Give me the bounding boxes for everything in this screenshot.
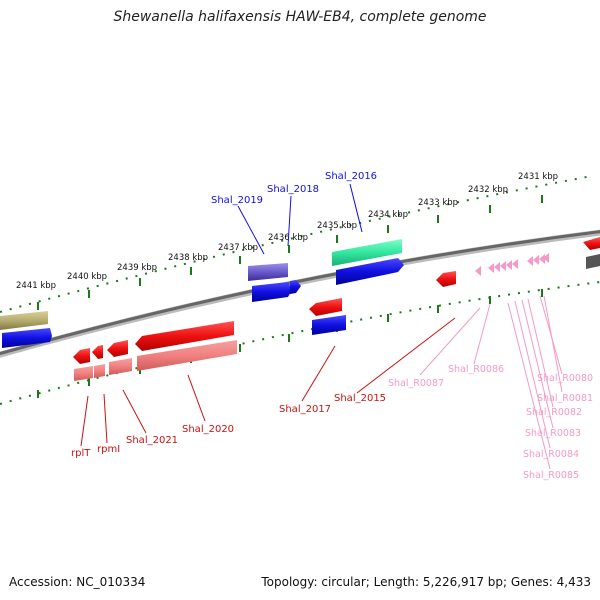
rna-r0081: [527, 256, 533, 266]
cds-shal-2020: [137, 340, 237, 371]
minus-labels: rplT rpmI Shal_2021 Shal_2020 Shal_2017 …: [71, 393, 386, 459]
scale-label-2440: 2440 kbp: [67, 272, 107, 282]
label-shal-2017: Shal_2017: [279, 404, 331, 415]
scale-label-2437: 2437 kbp: [218, 243, 258, 253]
major-ticks: [37, 195, 543, 310]
gene-shal-2020: [135, 321, 234, 351]
label-shal-2018: Shal_2018: [267, 184, 319, 195]
rna-r0084: [500, 261, 506, 271]
label-shal-2019: Shal_2019: [211, 195, 263, 206]
label-shal-r0082: Shal_R0082: [526, 407, 582, 418]
gene-shal-2021: [107, 340, 128, 357]
gene-shal-2019: [252, 282, 292, 302]
label-rplt: rplT: [71, 448, 91, 459]
label-shal-r0086: Shal_R0086: [448, 364, 504, 375]
genome-backbone: [0, 229, 600, 358]
accession-text: Accession: NC_010334: [9, 575, 146, 589]
label-shal-r0085: Shal_R0085: [523, 470, 579, 481]
label-shal-2020: Shal_2020: [182, 424, 234, 435]
gene-shal-2016: [336, 258, 404, 285]
plus-label-leaders: [237, 183, 363, 255]
gene-shal-2018: [290, 280, 301, 294]
scale-label-2438: 2438 kbp: [168, 253, 208, 263]
rna-r0080c: [543, 253, 549, 263]
rna-r0083: [506, 260, 512, 270]
label-shal-r0084: Shal_R0084: [523, 449, 579, 460]
gene-rpmi: [92, 345, 103, 359]
label-shal-2015: Shal_2015: [334, 393, 386, 404]
scale-label-2432: 2432 kbp: [468, 185, 508, 195]
rna-r0080a: [533, 255, 539, 265]
scale-label-2435: 2435 kbp: [317, 221, 357, 231]
gene-minus-right-edge: [583, 237, 600, 250]
figure-title: Shewanella halifaxensis HAW-EB4, complet…: [113, 9, 487, 25]
label-shal-r0083: Shal_R0083: [525, 428, 581, 439]
gene-plus-left: [2, 328, 52, 348]
rna-r0086: [488, 263, 494, 273]
feature-purple-2019: [248, 263, 288, 281]
minus-strand-features: [73, 271, 456, 381]
rna-r0085: [494, 262, 500, 272]
cds-shal-2017: [312, 315, 346, 335]
plus-strand-features: [0, 237, 600, 348]
scale-label-2439: 2439 kbp: [117, 263, 157, 273]
plus-labels: Shal_2019 Shal_2018 Shal_2016: [211, 171, 377, 206]
cds-shal-2021: [109, 358, 132, 375]
scale-label-2433: 2433 kbp: [418, 198, 458, 208]
cds-rpmi: [94, 364, 105, 378]
rna-features: [475, 253, 549, 276]
gene-shal-2017: [309, 298, 342, 316]
minus-label-leaders: [80, 317, 456, 447]
scale-label-2434: 2434 kbp: [368, 210, 408, 220]
topology-summary: Topology: circular; Length: 5,226,917 bp…: [261, 575, 591, 589]
label-shal-r0081: Shal_R0081: [537, 393, 593, 404]
rna-labels: Shal_R0087 Shal_R0086 Shal_R0080 Shal_R0…: [388, 364, 593, 481]
label-shal-r0087: Shal_R0087: [388, 378, 444, 389]
rna-r0082: [512, 259, 518, 269]
cds-rplt: [74, 366, 93, 381]
gene-shal-2015: [436, 271, 456, 287]
label-shal-2016: Shal_2016: [325, 171, 377, 182]
scale-label-2431: 2431 kbp: [518, 172, 558, 182]
rna-r0080b: [539, 254, 545, 264]
feature-teal-2016: [332, 239, 402, 266]
feature-dark-right-edge: [586, 254, 600, 269]
label-rpmi: rpmI: [97, 444, 120, 455]
rna-label-leaders: [419, 295, 563, 470]
scale-label-2441: 2441 kbp: [16, 281, 56, 291]
label-shal-r0080: Shal_R0080: [537, 373, 593, 384]
rna-r0087: [475, 266, 481, 276]
feature-olive: [0, 311, 48, 330]
label-shal-2021: Shal_2021: [126, 435, 178, 446]
gene-rplt: [73, 348, 90, 364]
